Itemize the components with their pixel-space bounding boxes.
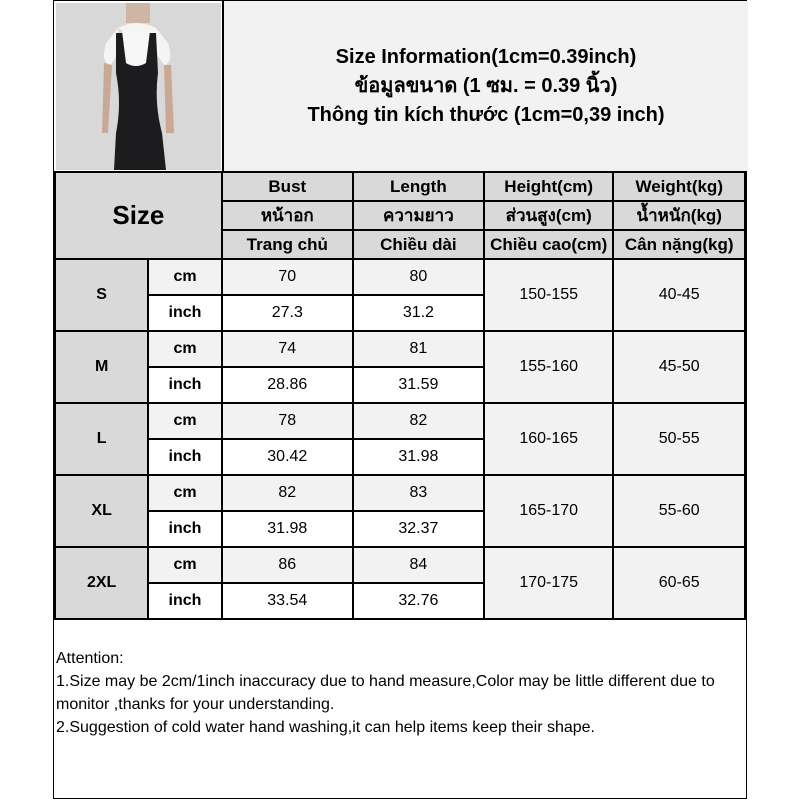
bust-inch: 31.98 bbox=[220, 510, 354, 548]
bust-cm: 86 bbox=[220, 546, 354, 584]
size-cell: S bbox=[53, 258, 150, 332]
col-weight-vi: Cân nặng(kg) bbox=[612, 229, 746, 260]
weight-range: 50-55 bbox=[612, 402, 746, 476]
attention-line-1: 1.Size may be 2cm/1inch inaccuracy due t… bbox=[56, 673, 715, 713]
length-cm: 81 bbox=[351, 330, 485, 368]
length-inch: 31.98 bbox=[351, 438, 485, 476]
length-cm: 83 bbox=[351, 474, 485, 512]
bust-cm: 74 bbox=[220, 330, 354, 368]
col-bust-en: Bust bbox=[220, 171, 354, 202]
height-range: 150-155 bbox=[482, 258, 615, 332]
weight-range: 45-50 bbox=[612, 330, 746, 404]
weight-range: 40-45 bbox=[612, 258, 746, 332]
bust-inch: 27.3 bbox=[220, 294, 354, 332]
table-row: inch 28.86 31.59 bbox=[55, 366, 745, 404]
table-row: inch 33.54 32.76 bbox=[55, 582, 745, 620]
weight-range: 60-65 bbox=[612, 546, 746, 620]
table-row: XL cm 82 83 165-170 55-60 bbox=[53, 474, 746, 548]
table-row: 2XL cm 86 84 170-175 60-65 bbox=[53, 546, 746, 620]
col-length-th: ความยาว bbox=[351, 200, 485, 231]
length-cm: 80 bbox=[351, 258, 485, 296]
unit-cm: cm bbox=[147, 474, 223, 512]
weight-range: 55-60 bbox=[612, 474, 746, 548]
product-photo bbox=[56, 3, 221, 170]
size-header: Size bbox=[54, 171, 223, 260]
table-row: inch 30.42 31.98 bbox=[55, 438, 745, 476]
unit-cm: cm bbox=[147, 258, 223, 296]
height-range: 170-175 bbox=[482, 546, 615, 620]
size-chart: Size Information(1cm=0.39inch) ข้อมูลขนา… bbox=[53, 0, 748, 799]
length-inch: 31.59 bbox=[351, 366, 485, 404]
col-weight-en: Weight(kg) bbox=[612, 171, 746, 202]
table-row: inch 27.3 31.2 bbox=[55, 294, 745, 332]
bust-cm: 82 bbox=[220, 474, 354, 512]
attention-title: Attention: bbox=[56, 650, 124, 667]
col-length-en: Length bbox=[351, 171, 485, 202]
col-bust-vi: Trang chủ bbox=[220, 229, 354, 260]
unit-cm: cm bbox=[147, 546, 223, 584]
size-info-header: Size Information(1cm=0.39inch) ข้อมูลขนา… bbox=[222, 1, 748, 171]
length-inch: 32.76 bbox=[351, 582, 485, 620]
size-cell: 2XL bbox=[53, 546, 150, 620]
bust-cm: 70 bbox=[220, 258, 354, 296]
length-cm: 84 bbox=[351, 546, 485, 584]
bust-inch: 28.86 bbox=[220, 366, 354, 404]
attention-line-2: 2.Suggestion of cold water hand washing,… bbox=[56, 719, 595, 736]
bust-inch: 33.54 bbox=[220, 582, 354, 620]
length-cm: 82 bbox=[351, 402, 485, 440]
length-inch: 31.2 bbox=[351, 294, 485, 332]
height-range: 165-170 bbox=[482, 474, 615, 548]
col-height-en: Height(cm) bbox=[482, 171, 615, 202]
height-range: 160-165 bbox=[482, 402, 615, 476]
length-inch: 32.37 bbox=[351, 510, 485, 548]
header-title-th: ข้อมูลขนาด (1 ซม. = 0.39 นิ้ว) bbox=[354, 74, 618, 97]
unit-inch: inch bbox=[147, 366, 223, 404]
unit-inch: inch bbox=[147, 510, 223, 548]
size-cell: L bbox=[53, 402, 150, 476]
col-height-th: ส่วนสูง(cm) bbox=[482, 200, 615, 231]
attention-notes: Attention: 1.Size may be 2cm/1inch inacc… bbox=[56, 647, 746, 739]
unit-inch: inch bbox=[147, 438, 223, 476]
table-row: inch 31.98 32.37 bbox=[55, 510, 745, 548]
header-title-vi: Thông tin kích thước (1cm=0,39 inch) bbox=[307, 103, 665, 126]
bust-inch: 30.42 bbox=[220, 438, 354, 476]
col-height-vi: Chiều cao(cm) bbox=[482, 229, 615, 260]
height-range: 155-160 bbox=[482, 330, 615, 404]
size-table: Size Bust Length Height(cm) Weight(kg) ห… bbox=[53, 171, 746, 620]
col-weight-th: น้ำหนัก(kg) bbox=[612, 200, 746, 231]
unit-cm: cm bbox=[147, 402, 223, 440]
header-title-en: Size Information(1cm=0.39inch) bbox=[335, 45, 637, 68]
size-cell: M bbox=[53, 330, 150, 404]
unit-inch: inch bbox=[147, 582, 223, 620]
bust-cm: 78 bbox=[220, 402, 354, 440]
unit-cm: cm bbox=[147, 330, 223, 368]
size-cell: XL bbox=[53, 474, 150, 548]
col-bust-th: หน้าอก bbox=[220, 200, 354, 231]
unit-inch: inch bbox=[147, 294, 223, 332]
col-length-vi: Chiều dài bbox=[351, 229, 485, 260]
